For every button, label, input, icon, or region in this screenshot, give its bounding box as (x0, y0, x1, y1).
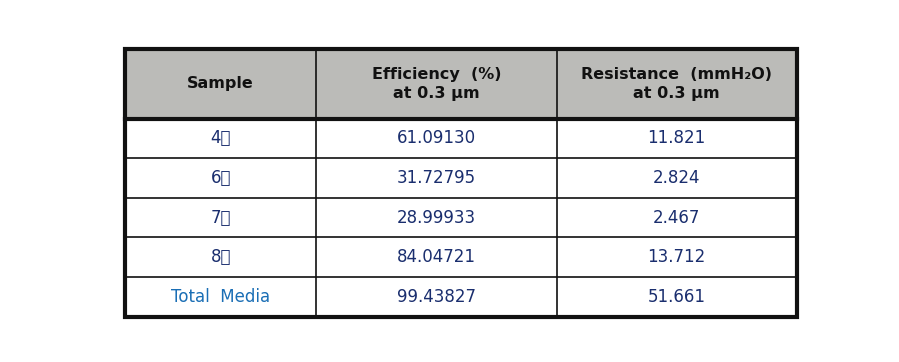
Text: Total  Media: Total Media (171, 288, 271, 306)
Text: 28.99933: 28.99933 (397, 209, 476, 227)
Text: 51.661: 51.661 (647, 288, 706, 306)
Text: 6번: 6번 (210, 169, 231, 187)
Text: 8번: 8번 (210, 248, 231, 266)
Text: 31.72795: 31.72795 (397, 169, 476, 187)
Text: Resistance  (mmH₂O)
at 0.3 μm: Resistance (mmH₂O) at 0.3 μm (581, 67, 772, 101)
Text: 61.09130: 61.09130 (397, 129, 476, 147)
Text: 2.824: 2.824 (653, 169, 700, 187)
Text: 4번: 4번 (210, 129, 231, 147)
Text: Efficiency  (%)
at 0.3 μm: Efficiency (%) at 0.3 μm (372, 67, 502, 101)
Text: 99.43827: 99.43827 (397, 288, 476, 306)
Text: Sample: Sample (187, 76, 254, 91)
Text: 7번: 7번 (210, 209, 231, 227)
Text: 2.467: 2.467 (653, 209, 700, 227)
Text: 13.712: 13.712 (647, 248, 706, 266)
Text: 11.821: 11.821 (647, 129, 706, 147)
Text: 84.04721: 84.04721 (397, 248, 476, 266)
